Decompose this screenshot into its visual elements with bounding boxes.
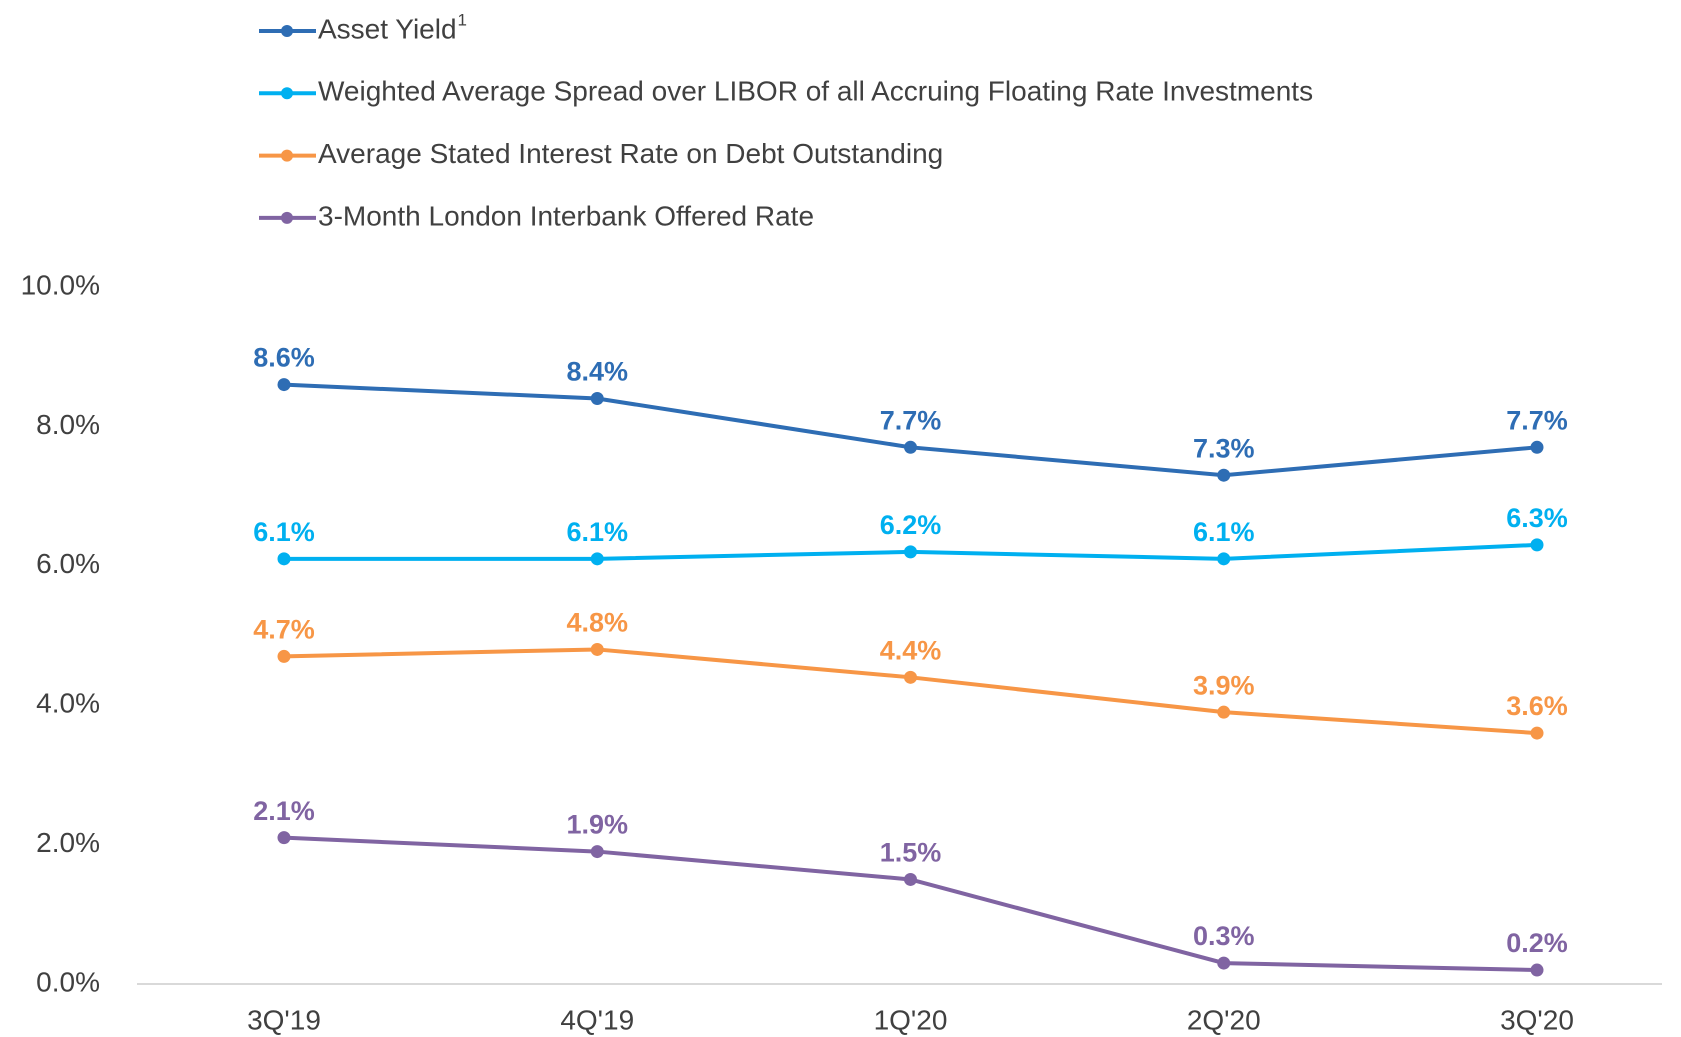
- y-tick-label: 0.0%: [36, 966, 100, 997]
- legend-marker: [281, 87, 293, 100]
- y-tick-label: 4.0%: [36, 688, 100, 719]
- data-label: 4.7%: [253, 615, 315, 645]
- data-point: [277, 552, 291, 566]
- data-point: [590, 392, 604, 406]
- data-point: [590, 642, 604, 656]
- data-label: 8.4%: [566, 357, 628, 387]
- x-tick-label: 1Q'20: [874, 1004, 948, 1035]
- data-label: 3.9%: [1193, 670, 1255, 700]
- data-point: [1217, 552, 1231, 566]
- data-point: [904, 545, 917, 559]
- data-label: 2.1%: [253, 796, 315, 826]
- data-point: [1217, 956, 1231, 970]
- data-point: [904, 872, 917, 886]
- data-point: [590, 845, 604, 859]
- legend-marker: [281, 211, 293, 224]
- data-label: 6.1%: [253, 517, 315, 547]
- data-label: 3.6%: [1506, 691, 1568, 721]
- data-label: 7.7%: [880, 405, 942, 435]
- data-label: 8.6%: [253, 343, 315, 373]
- data-label: 4.8%: [566, 608, 628, 638]
- data-label: 6.2%: [880, 510, 942, 540]
- legend-label: 3-Month London Interbank Offered Rate: [318, 200, 814, 231]
- data-point: [1530, 440, 1544, 454]
- data-point: [1217, 468, 1231, 482]
- y-tick-label: 2.0%: [36, 827, 100, 858]
- data-label: 0.3%: [1193, 921, 1255, 951]
- legend-footnote: 1: [458, 10, 467, 29]
- data-label: 1.5%: [880, 838, 942, 868]
- x-tick-label: 4Q'19: [560, 1004, 634, 1035]
- data-point: [590, 552, 604, 566]
- data-point: [277, 378, 291, 392]
- data-point: [277, 831, 291, 845]
- legend-label: Asset Yield: [318, 13, 457, 44]
- data-label: 6.3%: [1506, 503, 1568, 533]
- data-label: 7.3%: [1193, 433, 1255, 463]
- data-label: 6.1%: [1193, 517, 1255, 547]
- data-point: [904, 670, 917, 684]
- data-point: [1217, 705, 1231, 719]
- legend-label: Weighted Average Spread over LIBOR of al…: [318, 76, 1313, 107]
- data-label: 1.9%: [566, 810, 628, 840]
- data-point: [1530, 726, 1544, 740]
- x-tick-label: 2Q'20: [1187, 1004, 1261, 1035]
- data-label: 0.2%: [1506, 928, 1568, 958]
- legend-label: Average Stated Interest Rate on Debt Out…: [318, 138, 943, 169]
- x-tick-label: 3Q'19: [247, 1004, 321, 1035]
- data-point: [904, 440, 917, 454]
- data-point: [1530, 963, 1544, 977]
- data-point: [1530, 538, 1544, 552]
- x-tick-label: 3Q'20: [1500, 1004, 1574, 1035]
- legend-marker: [281, 149, 293, 162]
- y-tick-label: 8.0%: [36, 409, 100, 440]
- data-label: 6.1%: [566, 517, 628, 547]
- legend-marker: [281, 25, 293, 37]
- data-point: [277, 649, 291, 663]
- y-tick-label: 10.0%: [21, 269, 100, 300]
- data-label: 7.7%: [1506, 405, 1568, 435]
- y-tick-label: 6.0%: [36, 548, 100, 579]
- data-label: 4.4%: [880, 635, 942, 665]
